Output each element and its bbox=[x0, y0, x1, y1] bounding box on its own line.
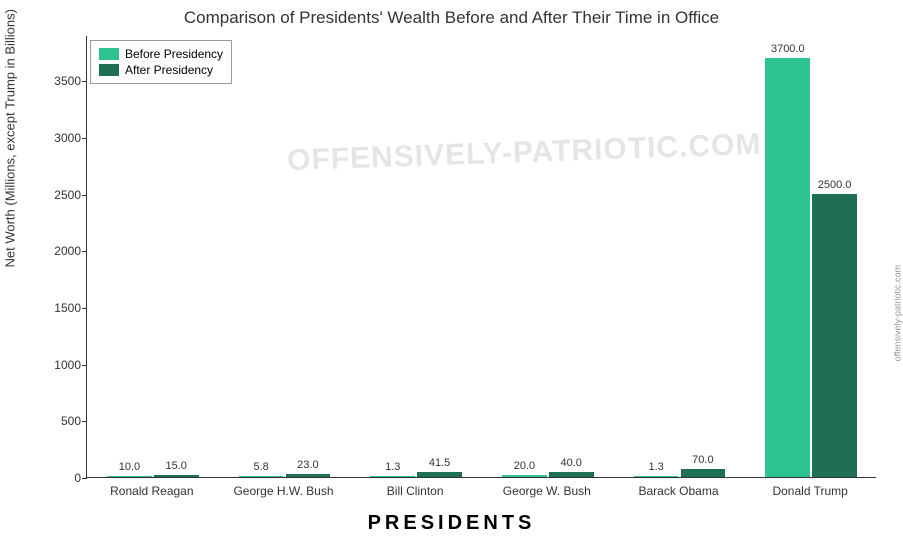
legend-swatch-after bbox=[99, 64, 119, 76]
ytick-label: 2500 bbox=[54, 188, 81, 202]
bar bbox=[239, 476, 284, 477]
chart-container: Comparison of Presidents' Wealth Before … bbox=[0, 0, 903, 510]
bar bbox=[765, 58, 810, 477]
xtick-label: Donald Trump bbox=[772, 484, 847, 498]
ytick-mark bbox=[82, 81, 87, 82]
legend-label-before: Before Presidency bbox=[125, 47, 223, 61]
ytick-mark bbox=[82, 308, 87, 309]
xtick-label: Ronald Reagan bbox=[110, 484, 193, 498]
plot-area: OFFENSIVELY-PATRIOTIC.COM 10.0 15.0 5.8 23.… bbox=[86, 36, 876, 478]
watermark-center: OFFENSIVELY-PATRIOTIC.COM bbox=[287, 128, 762, 179]
ytick-mark bbox=[82, 365, 87, 366]
bar-value-label: 10.0 bbox=[119, 461, 140, 473]
legend-item-after: After Presidency bbox=[99, 63, 223, 77]
ytick-mark bbox=[82, 478, 87, 479]
ytick-label: 1000 bbox=[54, 358, 81, 372]
legend-swatch-before bbox=[99, 48, 119, 60]
bar-value-label: 41.5 bbox=[429, 457, 450, 469]
ytick-label: 500 bbox=[61, 414, 81, 428]
ytick-mark bbox=[82, 195, 87, 196]
ytick-label: 0 bbox=[74, 471, 81, 485]
x-axis-label: PRESIDENTS bbox=[0, 512, 903, 535]
xtick-label: Barack Obama bbox=[638, 484, 718, 498]
xtick-label: George H.W. Bush bbox=[233, 484, 333, 498]
ytick-mark bbox=[82, 251, 87, 252]
bar-value-label: 20.0 bbox=[514, 460, 535, 472]
legend-label-after: After Presidency bbox=[125, 63, 213, 77]
bar bbox=[107, 476, 152, 477]
bar bbox=[154, 475, 199, 477]
ytick-label: 2000 bbox=[54, 244, 81, 258]
bar bbox=[502, 475, 547, 477]
chart-title: Comparison of Presidents' Wealth Before … bbox=[0, 8, 903, 28]
bar-value-label: 40.0 bbox=[560, 457, 581, 469]
bar-value-label: 5.8 bbox=[253, 461, 268, 473]
bar bbox=[417, 472, 462, 477]
bar-value-label: 1.3 bbox=[385, 461, 400, 473]
ytick-label: 3500 bbox=[54, 74, 81, 88]
y-axis-label: Net Worth (Millions, except Trump in Bil… bbox=[3, 9, 18, 267]
bar bbox=[370, 476, 415, 477]
bar bbox=[286, 474, 331, 477]
ytick-label: 3000 bbox=[54, 131, 81, 145]
xtick-label: Bill Clinton bbox=[387, 484, 444, 498]
bar-value-label: 2500.0 bbox=[818, 179, 852, 191]
bar-value-label: 15.0 bbox=[165, 460, 186, 472]
bar-value-label: 70.0 bbox=[692, 454, 713, 466]
watermark-side: offensively-patriotic.com bbox=[892, 265, 902, 361]
bar bbox=[681, 469, 726, 477]
ytick-mark bbox=[82, 421, 87, 422]
legend-item-before: Before Presidency bbox=[99, 47, 223, 61]
xtick-label: George W. Bush bbox=[503, 484, 591, 498]
bar-value-label: 3700.0 bbox=[771, 43, 805, 55]
bar-value-label: 1.3 bbox=[648, 461, 663, 473]
bar-value-label: 23.0 bbox=[297, 459, 318, 471]
ytick-label: 1500 bbox=[54, 301, 81, 315]
bar bbox=[549, 472, 594, 477]
bar bbox=[812, 194, 857, 477]
bar bbox=[634, 476, 679, 477]
ytick-mark bbox=[82, 138, 87, 139]
legend: Before Presidency After Presidency bbox=[90, 40, 232, 84]
